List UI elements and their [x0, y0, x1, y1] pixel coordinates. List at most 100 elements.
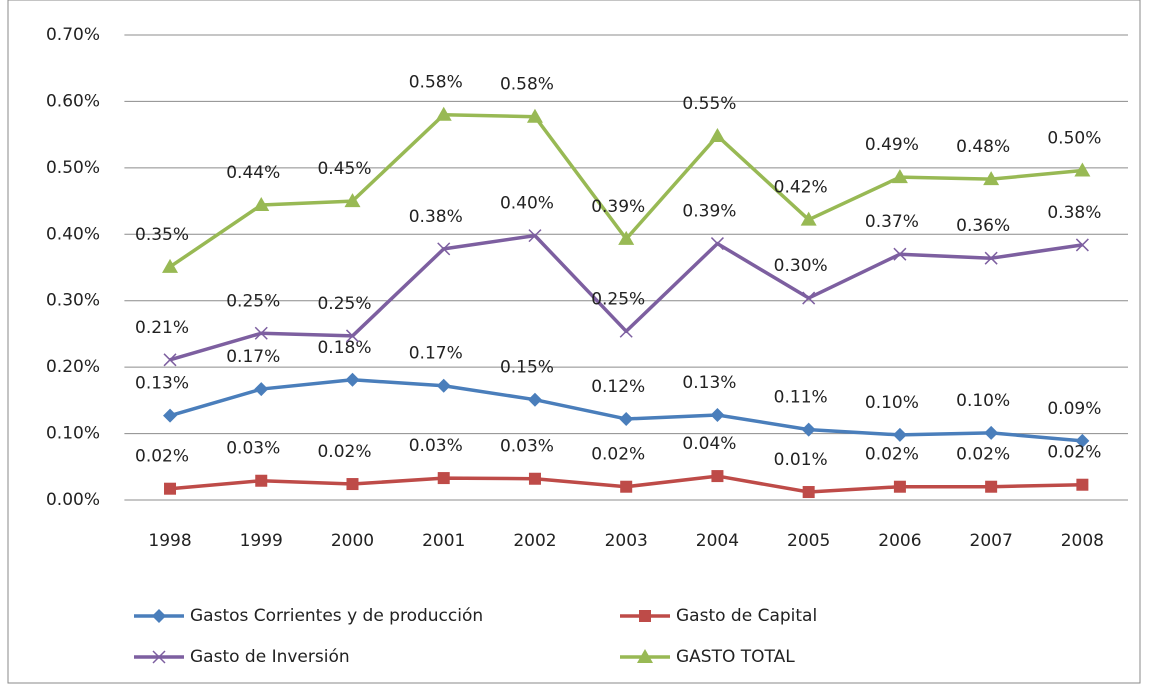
data-label: 0.48% [956, 137, 1010, 157]
data-label: 0.21% [135, 318, 189, 338]
data-label: 0.02% [1047, 443, 1101, 463]
x-tick-label: 2005 [787, 531, 830, 551]
marker [639, 610, 651, 622]
y-tick-label: 0.70% [46, 25, 100, 45]
marker [527, 392, 542, 407]
x-tick-label: 2001 [422, 531, 465, 551]
marker [710, 237, 724, 251]
marker [254, 382, 269, 397]
marker [346, 478, 359, 491]
data-label: 0.25% [226, 291, 280, 311]
marker [893, 480, 906, 493]
data-label: 0.11% [774, 388, 828, 408]
marker [1076, 478, 1089, 491]
marker [985, 480, 998, 493]
data-label: 0.25% [317, 294, 371, 314]
marker [637, 649, 653, 663]
marker [163, 408, 178, 423]
marker [152, 650, 166, 664]
marker [152, 609, 166, 623]
x-tick-label: 2000 [331, 531, 374, 551]
marker [893, 247, 907, 261]
marker [802, 486, 815, 499]
data-label: 0.03% [500, 437, 554, 457]
y-tick-label: 0.50% [46, 158, 100, 178]
data-label: 0.09% [1047, 399, 1101, 419]
data-label: 0.10% [956, 391, 1010, 411]
marker [620, 480, 633, 493]
data-label: 0.42% [774, 178, 828, 198]
y-tick-label: 0.10% [46, 424, 100, 444]
data-label: 0.50% [1047, 129, 1101, 149]
data-label: 0.35% [135, 225, 189, 245]
marker [254, 326, 268, 340]
data-label: 0.55% [682, 94, 736, 114]
marker [344, 193, 361, 208]
marker [528, 472, 541, 485]
marker [437, 242, 451, 256]
marker [710, 407, 725, 422]
marker [892, 427, 907, 442]
x-tick-label: 1999 [240, 531, 283, 551]
data-label: 0.40% [500, 194, 554, 214]
legend-label: Gasto de Capital [676, 606, 817, 626]
data-label: 0.15% [500, 358, 554, 378]
y-tick-label: 0.00% [46, 490, 100, 510]
data-label: 0.49% [865, 135, 919, 155]
marker [984, 251, 998, 265]
data-label: 0.58% [409, 73, 463, 93]
x-tick-label: 2008 [1061, 531, 1104, 551]
data-label: 0.10% [865, 393, 919, 413]
y-tick-label: 0.40% [46, 224, 100, 244]
marker [1075, 433, 1090, 448]
legend-label: GASTO TOTAL [676, 647, 795, 667]
marker [345, 329, 360, 343]
data-label: 0.02% [956, 445, 1010, 465]
marker [618, 230, 635, 245]
marker [711, 470, 724, 483]
marker [162, 258, 179, 273]
marker [983, 171, 1000, 186]
x-tick-label: 1998 [148, 531, 191, 551]
y-tick-label: 0.30% [46, 291, 100, 311]
marker [435, 106, 452, 121]
data-label: 0.38% [409, 207, 463, 227]
data-label: 0.13% [135, 374, 189, 394]
marker [619, 411, 634, 426]
marker [526, 108, 543, 123]
data-label: 0.18% [317, 338, 371, 358]
data-label: 0.17% [226, 347, 280, 367]
data-label: 0.39% [591, 197, 645, 217]
y-tick-label: 0.20% [46, 357, 100, 377]
marker [1075, 238, 1089, 252]
marker [800, 211, 817, 226]
marker [891, 169, 908, 184]
data-label: 0.02% [317, 442, 371, 462]
data-label: 0.45% [317, 159, 371, 179]
marker [164, 482, 177, 495]
data-label: 0.02% [135, 447, 189, 467]
legend-label: Gastos Corrientes y de producción [190, 606, 483, 626]
x-tick-label: 2002 [513, 531, 556, 551]
data-label: 0.04% [682, 434, 736, 454]
data-label: 0.36% [956, 216, 1010, 236]
marker [528, 229, 542, 243]
data-label: 0.30% [774, 256, 828, 276]
marker [1074, 162, 1091, 177]
legend-label: Gasto de Inversión [190, 647, 350, 667]
marker [437, 472, 450, 485]
data-label: 0.38% [1047, 203, 1101, 223]
data-label: 0.13% [682, 373, 736, 393]
x-tick-label: 2007 [970, 531, 1013, 551]
data-label: 0.02% [865, 445, 919, 465]
data-label: 0.44% [226, 163, 280, 183]
marker [255, 474, 268, 487]
data-label: 0.17% [409, 344, 463, 364]
marker [619, 324, 633, 338]
y-tick-label: 0.60% [46, 91, 100, 111]
data-label: 0.37% [865, 212, 919, 232]
x-tick-label: 2003 [605, 531, 648, 551]
marker [253, 197, 270, 212]
x-tick-label: 2006 [878, 531, 921, 551]
